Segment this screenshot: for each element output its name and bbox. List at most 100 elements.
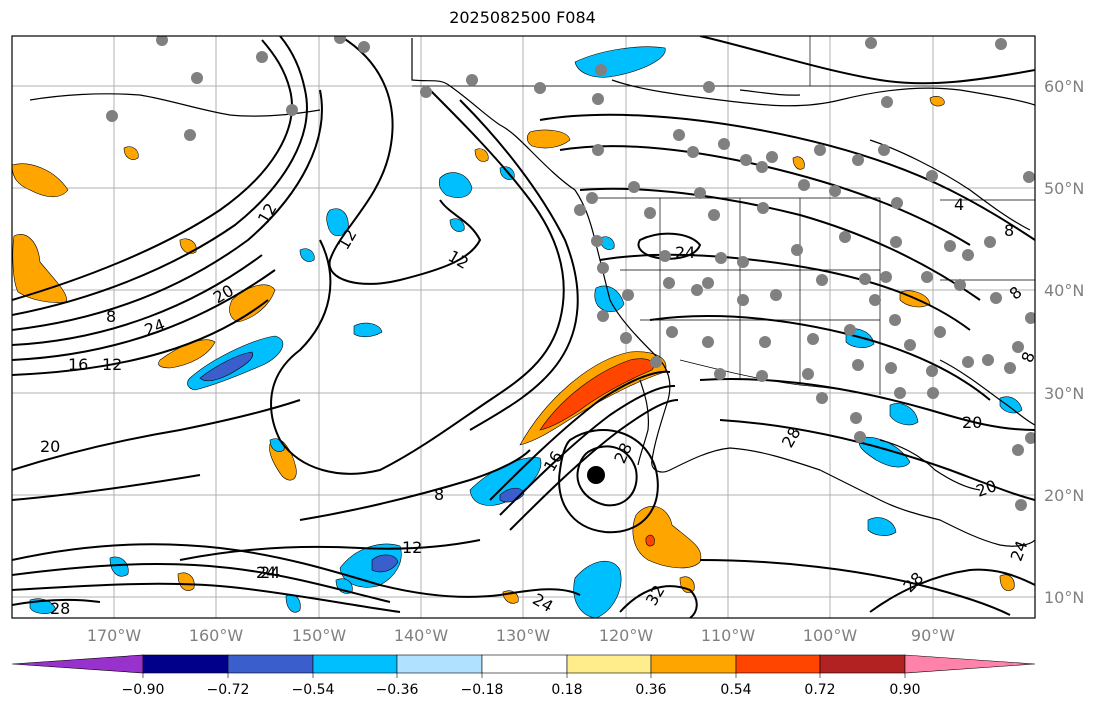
lat-label: 60°N [1044,77,1085,96]
stations [106,36,1035,511]
colorbar-segment [142,654,229,674]
orange-patch-se [999,574,1015,591]
colorbar-segment [566,654,652,674]
contour-jet-low-2 [499,384,676,516]
colorbar-tick-label: 0.54 [720,682,752,698]
contour-east-2 [559,145,971,246]
contour-east-5 [649,315,991,401]
lat-label: 30°N [1044,384,1085,403]
lat-label: 10°N [1044,588,1085,607]
colorbar-segment [312,654,398,674]
colorbar-tick-label: −0.72 [206,682,250,698]
colorbar-low-extension [11,654,144,674]
contour-jet-low-1 [489,370,671,501]
map-title: 2025082500 F084 [449,8,596,27]
contour-sw-28 [12,598,101,606]
blue-patch-pacific-3 [299,248,315,262]
contour-west-jet-4 [12,254,263,346]
contour-east-7 [719,419,1035,501]
contour-label: 8 [106,307,116,326]
contour-south-2 [12,563,391,603]
blue-patch-pac-nw [438,172,473,198]
contour-label: 20 [962,413,982,432]
colorbar-segment [227,654,314,674]
contour-label: 24 [260,563,280,582]
contour-ne [699,36,1035,85]
orange-patch-south [632,506,702,569]
orange-patch-canada [929,96,945,107]
contour-label: 24 [529,589,556,616]
colorbar-tick-label: −0.36 [375,682,419,698]
orange-patch-ne [474,148,489,162]
low-center-marker [587,466,605,484]
colorbar-tick-label: 0.36 [635,682,667,698]
borders [412,36,1035,396]
contour-label: 12 [102,355,122,374]
lon-label: 130°W [495,626,551,645]
blue-patch-w-2 [109,556,129,577]
blue-patch-ca [599,236,615,250]
colorbar-segment [650,654,737,674]
colorbar-tick-label: −0.90 [121,682,165,698]
colorbar-tick-label: 0.90 [889,682,921,698]
red-patch-jet [539,358,654,431]
orange-patch-west-2 [12,163,69,198]
contour-east-4 [599,253,971,331]
blue-patch-carib [867,517,897,536]
orange-patch-sw [177,572,195,591]
contour-12-south [179,539,481,561]
red-patch-south [645,534,655,547]
blue-patch-tropic [573,560,622,618]
lon-label: 100°W [802,626,858,645]
contour-label: 8 [1006,282,1026,303]
orange-patch-nw-2 [179,238,197,254]
contour-jet-low-3 [509,399,679,531]
contour-low-ring [576,445,638,507]
contour-center-big [270,89,565,475]
contour-label: 12 [445,246,472,273]
lon-label: 150°W [291,626,347,645]
lat-label: 50°N [1044,179,1085,198]
contour-lines [12,36,1035,618]
blue-patch-pacific-1 [326,208,349,237]
contour-label: 8 [434,485,444,504]
lat-label: 40°N [1044,281,1085,300]
lon-label: 120°W [598,626,654,645]
contour-28-s [869,568,1035,613]
orange-patch-gulf [526,129,571,149]
colorbar-tick-label: 0.18 [551,682,583,698]
lon-label: 160°W [188,626,244,645]
positive-shading [12,96,1015,604]
contour-east-1 [539,113,1035,241]
contour-label: 16 [68,355,88,374]
royal-patch-sw [371,554,399,573]
contour-low-ring-2 [558,429,659,534]
contour-center-2 [459,99,579,431]
orange-patch-south-2 [679,576,695,593]
contour-nw-loop [328,36,482,285]
contour-label: 8 [1017,349,1038,365]
orange-patch-e [792,156,805,170]
contour-label: 28 [50,599,70,618]
map-panel: 12 12 12 20 24 8 16 12 20 24 8 16 28 12 … [12,36,1038,618]
contour-label: 24 [256,563,276,582]
royal-patch-west [199,351,254,382]
colorbar-tick-label: 0.72 [804,682,836,698]
colorbar-segment [481,654,568,674]
contour-south-1 [12,543,581,598]
contour-south-3 [12,582,401,613]
contour-west-jet-6 [12,299,269,376]
contour-west-24 [12,474,201,501]
negative-shading [29,46,1023,618]
contour-label: 24 [1007,538,1032,564]
contour-label: 28 [778,424,805,451]
lat-label: 20°N [1044,486,1085,505]
colorbar-tick-label: −0.54 [291,682,335,698]
contour-west-jet-5 [12,269,276,361]
colorbar-high-extension [904,654,1036,674]
contour-west-jet-2 [12,36,308,316]
lon-label: 140°W [393,626,449,645]
contour-24-loop [637,232,702,260]
contour-label-layer: 12 12 12 20 24 8 16 12 20 24 8 16 28 12 … [40,195,1038,618]
